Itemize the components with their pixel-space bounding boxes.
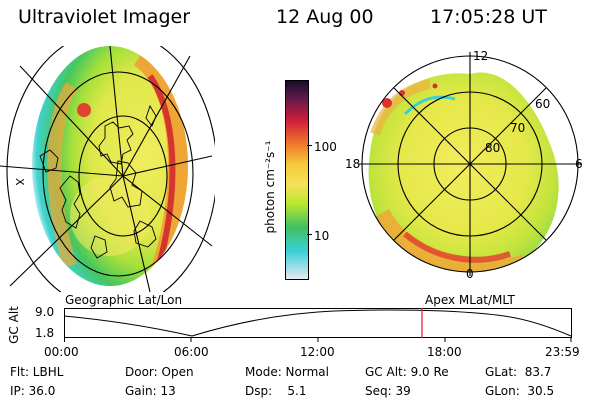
seq-status: Seq: 39 [365,384,411,398]
door-status: Door: Open [125,365,194,379]
ip-status: IP: 36.0 [10,384,56,398]
mlat-70-label: 70 [510,121,525,135]
altitude-curve [64,309,572,337]
glat-status: GLat: 83.7 [485,365,552,379]
mlat-80-label: 80 [485,141,500,155]
mlat-60-label: 60 [535,97,550,111]
altitude-tick-9: 9.0 [35,305,55,319]
mlt-18-label: 18 [345,157,360,171]
time-tick-0600: 06:00 [174,345,209,359]
intensity-colorbar [285,80,309,280]
date-label: 12 Aug 00 [276,6,374,28]
polar-grid [358,52,582,276]
geographic-auroral-image [32,46,188,286]
mlt-0-label: 0 [466,267,474,281]
time-label: 17:05:28 UT [430,6,547,28]
glon-status: GLon: 30.5 [485,384,555,398]
coastline-outlines [39,104,157,259]
colorbar-tick [307,145,312,146]
altitude-axis-label: GC Alt [7,306,21,344]
apex-polar-map: 12 0 18 6 80 70 60 [345,49,583,281]
time-tick-1200: 12:00 [300,345,335,359]
colorbar-tick-100: 100 [314,140,337,154]
time-tick-0000: 00:00 [44,345,79,359]
mode-status: Mode: Normal [245,365,329,379]
colorbar-tick [307,234,312,235]
gain-status: Gain: 13 [125,384,176,398]
map-side-label: X [13,178,26,186]
instrument-title: Ultraviolet Imager [18,6,191,28]
altitude-tick-1-8: 1.8 [35,326,55,340]
time-tick-1800: 18:00 [427,345,462,359]
colorbar-tick-10: 10 [314,229,330,243]
mlt-12-label: 12 [473,49,488,63]
dsp-status: Dsp: 5.1 [245,384,307,398]
time-tick-2359: 23:59 [545,345,580,359]
geographic-caption: Geographic Lat/Lon [65,293,183,307]
geographic-map: X [0,46,215,292]
apex-caption: Apex MLat/MLT [425,293,515,307]
altitude-plot [64,308,572,342]
mlt-6-label: 6 [575,157,583,171]
geographic-grid [0,46,215,292]
gc-alt-status: GC Alt: 9.0 Re [365,365,449,379]
colorbar-unit-label: photon cm⁻²s⁻¹ [263,140,277,234]
filter-status: Flt: LBHL [10,365,64,379]
